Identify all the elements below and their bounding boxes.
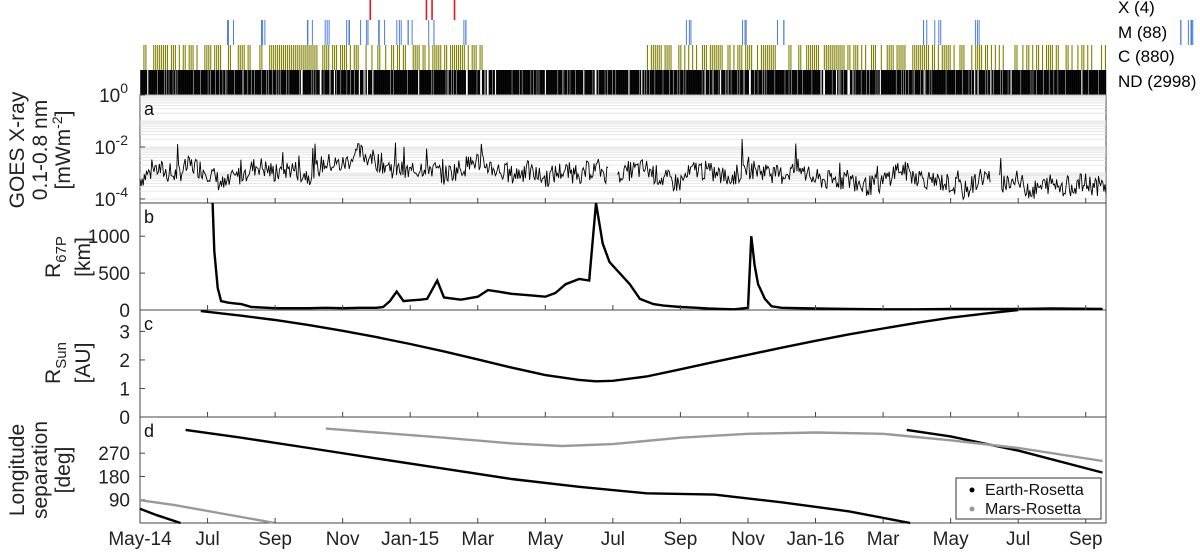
panel-b-label: b <box>144 207 154 227</box>
legend-mars-rosetta: Mars-Rosetta <box>985 501 1081 518</box>
goes-xray-line <box>139 138 1107 201</box>
panel-c-ylabel: RSun [AU] <box>42 342 95 384</box>
x-tick-label: Mar <box>461 529 494 550</box>
svg-text:R67P: R67P <box>42 236 70 278</box>
panel-a-grid <box>140 94 1106 200</box>
series-line <box>211 202 1103 311</box>
panel-d-ylabel: Longitude separation [deg] <box>6 421 75 519</box>
legend-marker-mars <box>969 506 975 512</box>
panel-b-yticks: 0 500 1000 <box>88 227 145 322</box>
earth-rosetta-line <box>185 428 911 525</box>
panel-d-legend: Earth-Rosetta Mars-Rosetta <box>955 477 1102 520</box>
earth-rosetta-line <box>906 428 1103 474</box>
panel-b-ylabel: R67P [km] <box>42 236 95 278</box>
svg-text:RSun: RSun <box>42 342 70 384</box>
legend-c-flares: C (880) <box>1118 47 1175 66</box>
x-axis-ticks: May-14 Jul Sep Nov Jan-15 Mar May Jul Sep Nov Jan-… <box>108 198 1103 550</box>
x-tick-label: May <box>527 529 563 550</box>
x-tick-label: Sep <box>1069 529 1103 550</box>
panel-c-frame <box>139 309 1107 418</box>
panel-d-frame <box>139 416 1107 524</box>
x-tick-label: Nov <box>326 529 360 550</box>
x-tick-label: May <box>933 529 969 550</box>
y-tick-label: 100 <box>99 80 128 107</box>
x-tick-label: Jul <box>601 529 625 550</box>
mars-rosetta-line <box>139 499 276 525</box>
panel-a-series <box>139 138 1107 201</box>
x-tick-label: Nov <box>731 529 765 550</box>
earth-rosetta-line <box>139 507 181 525</box>
svg-text:GOES X-ray: GOES X-ray <box>6 91 29 208</box>
legend-earth-rosetta: Earth-Rosetta <box>985 482 1084 499</box>
panel-a-yticks: 10-4 10-2 100 <box>94 80 145 211</box>
y-tick-label: 1000 <box>88 227 130 248</box>
y-tick-label: 270 <box>98 444 130 465</box>
y-tick-label: 3 <box>119 322 130 343</box>
x-tick-label: May-14 <box>108 529 172 550</box>
x-tick-label: Jul <box>195 529 219 550</box>
y-tick-label: 1 <box>119 379 130 400</box>
y-tick-label: 90 <box>109 491 130 512</box>
svg-text:separation: separation <box>29 421 52 519</box>
panel-c-series <box>200 308 1019 383</box>
svg-text:0.1-0.8 nm: 0.1-0.8 nm <box>29 100 52 200</box>
flare-event-strip <box>140 0 1194 95</box>
x-tick-label: Jul <box>1006 529 1030 550</box>
svg-text:[mWm-2]: [mWm-2] <box>49 111 75 190</box>
panel-d-label: d <box>144 421 154 441</box>
panel-d-series <box>139 427 1103 525</box>
x-tick-label: Sep <box>664 529 698 550</box>
y-tick-label: 2 <box>119 351 130 372</box>
legend-marker-earth <box>969 487 975 493</box>
panel-a-label: a <box>144 99 155 119</box>
panel-a-ylabel: GOES X-ray 0.1-0.8 nm [mWm-2] <box>6 91 75 208</box>
series-line <box>200 308 1019 383</box>
legend-nd-flares: ND (2998) <box>1118 72 1196 91</box>
y-tick-label: 0 <box>119 408 130 429</box>
svg-text:[AU]: [AU] <box>72 343 95 384</box>
y-tick-label: 10-2 <box>94 132 128 159</box>
panel-c-yticks: 0 1 2 3 <box>119 322 145 429</box>
y-tick-label: 0 <box>119 301 130 322</box>
x-tick-label: Mar <box>867 529 900 550</box>
panel-b-series <box>211 202 1103 311</box>
legend-m-flares: M (88) <box>1118 23 1167 42</box>
svg-text:[km]: [km] <box>72 237 95 277</box>
y-tick-label: 180 <box>98 467 130 488</box>
x-tick-label: Jan-16 <box>786 529 844 550</box>
svg-text:[deg]: [deg] <box>52 447 75 494</box>
mars-rosetta-line <box>325 427 1103 463</box>
x-tick-label: Sep <box>258 529 292 550</box>
y-tick-label: 10-4 <box>94 184 128 211</box>
svg-text:Longitude: Longitude <box>6 424 29 516</box>
legend-x-flares: X (4) <box>1118 0 1155 17</box>
x-tick-label: Jan-15 <box>381 529 439 550</box>
panel-b-frame <box>139 202 1107 311</box>
y-tick-label: 500 <box>98 264 130 285</box>
panel-c-label: c <box>144 314 153 334</box>
